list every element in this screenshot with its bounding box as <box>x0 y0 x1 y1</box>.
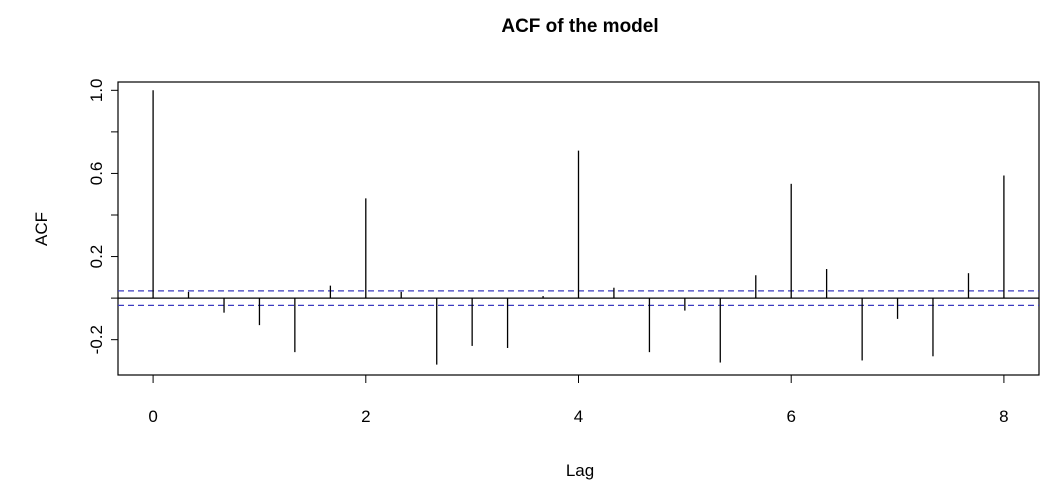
x-tick-label: 0 <box>148 407 157 426</box>
x-axis: 0 2 4 6 8 <box>148 375 1008 426</box>
y-axis-label: ACF <box>32 212 51 246</box>
y-tick-label: 0.2 <box>87 245 106 269</box>
y-tick-label: 0.6 <box>87 162 106 186</box>
x-axis-label: Lag <box>566 461 594 480</box>
x-tick-label: 2 <box>361 407 370 426</box>
acf-bars <box>153 90 1004 364</box>
x-tick-label: 8 <box>999 407 1008 426</box>
y-axis: -0.2 0.2 0.6 1.0 <box>87 78 118 354</box>
y-tick-label: -0.2 <box>87 325 106 354</box>
y-tick-label: 1.0 <box>87 78 106 102</box>
chart-title: ACF of the model <box>501 16 658 37</box>
x-tick-label: 6 <box>786 407 795 426</box>
x-tick-label: 4 <box>574 407 583 426</box>
